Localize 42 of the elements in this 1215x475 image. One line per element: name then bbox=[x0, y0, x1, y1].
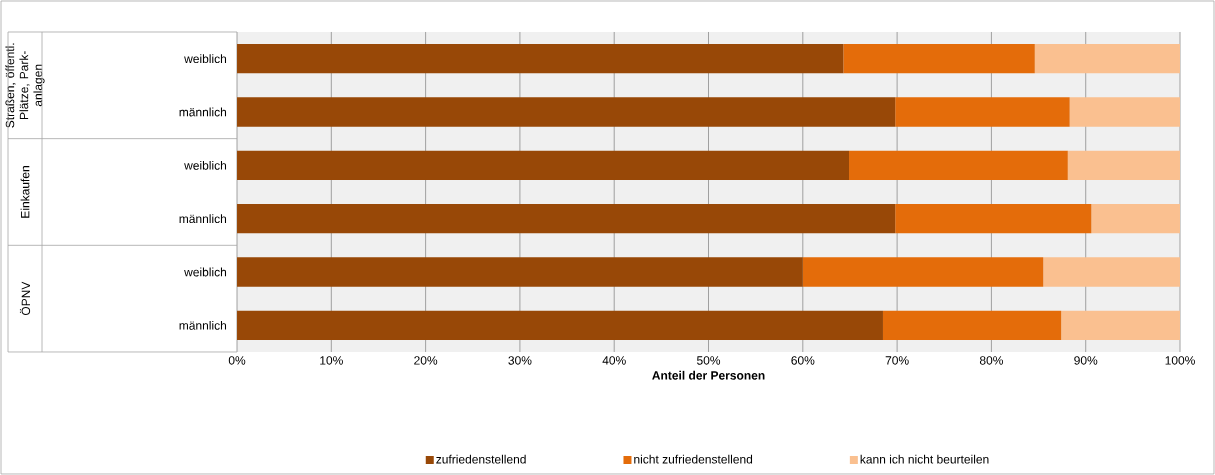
bar bbox=[1043, 257, 1181, 287]
x-tick-label: 80% bbox=[979, 356, 1003, 365]
bar bbox=[895, 203, 1092, 234]
x-tick-label: 0% bbox=[228, 356, 246, 365]
bar bbox=[237, 150, 850, 180]
y-tick-label: weiblich bbox=[184, 54, 227, 64]
x-tick-label: 20% bbox=[414, 356, 438, 365]
y-tick-label: männlich bbox=[179, 107, 227, 117]
y-tick-label: weiblich bbox=[184, 160, 227, 170]
bar bbox=[1069, 97, 1181, 127]
bar bbox=[237, 97, 896, 127]
bar bbox=[1061, 310, 1181, 340]
x-tick-label: 100% bbox=[1165, 356, 1195, 365]
bar bbox=[882, 310, 1062, 340]
bar bbox=[237, 257, 803, 287]
bar bbox=[237, 203, 896, 234]
bar bbox=[1067, 150, 1181, 180]
bar bbox=[895, 97, 1070, 127]
bar bbox=[1034, 44, 1181, 74]
legend-label: nicht zufriedenstellend bbox=[634, 454, 753, 464]
bar bbox=[237, 44, 844, 74]
x-axis-title: Anteil der Personen bbox=[652, 370, 765, 380]
text: Einkaufen bbox=[20, 166, 30, 218]
x-tick-label: 50% bbox=[696, 356, 721, 365]
bar bbox=[237, 310, 883, 340]
text: ÖPNV bbox=[19, 281, 31, 316]
x-tick-label: 40% bbox=[602, 356, 626, 365]
text: Straßen, öffentl. Plätze, Park-anlagen bbox=[5, 43, 45, 128]
x-tick-label: 30% bbox=[508, 356, 532, 365]
bar bbox=[802, 257, 1044, 287]
y-tick-label: weiblich bbox=[184, 267, 227, 277]
x-tick-label: 10% bbox=[320, 356, 343, 365]
bar bbox=[843, 44, 1035, 74]
bar bbox=[1091, 203, 1181, 234]
y-tick-label: männlich bbox=[179, 320, 227, 330]
y-tick-label: männlich bbox=[179, 214, 227, 224]
legend-label: zufriedenstellend bbox=[436, 454, 526, 464]
x-tick-label: 60% bbox=[791, 356, 815, 365]
legend-label: kann ich nicht beurteilen bbox=[860, 454, 989, 464]
x-tick-label: 90% bbox=[1074, 356, 1098, 365]
bar bbox=[849, 150, 1068, 180]
x-tick-label: 70% bbox=[885, 356, 909, 365]
